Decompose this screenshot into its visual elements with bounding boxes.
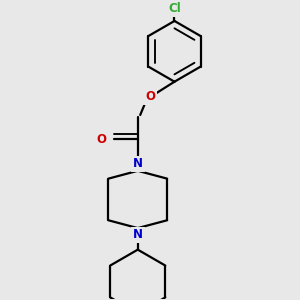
Text: Cl: Cl: [168, 2, 181, 15]
Text: O: O: [145, 90, 155, 104]
Text: O: O: [96, 133, 106, 146]
Text: N: N: [133, 229, 143, 242]
Text: N: N: [133, 158, 143, 170]
